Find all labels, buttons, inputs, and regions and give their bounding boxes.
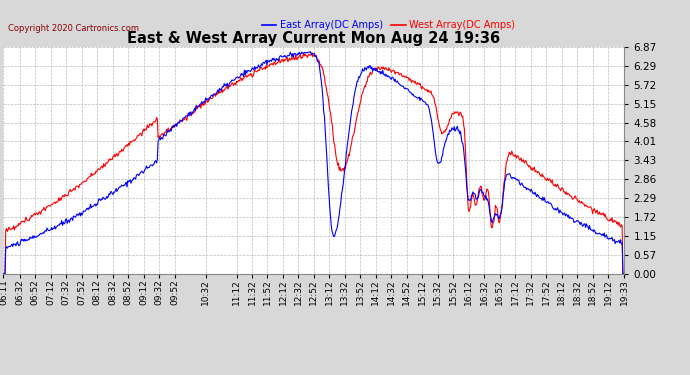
- Text: Copyright 2020 Cartronics.com: Copyright 2020 Cartronics.com: [8, 24, 139, 33]
- Legend: East Array(DC Amps), West Array(DC Amps): East Array(DC Amps), West Array(DC Amps): [257, 16, 520, 34]
- Title: East & West Array Current Mon Aug 24 19:36: East & West Array Current Mon Aug 24 19:…: [128, 31, 500, 46]
